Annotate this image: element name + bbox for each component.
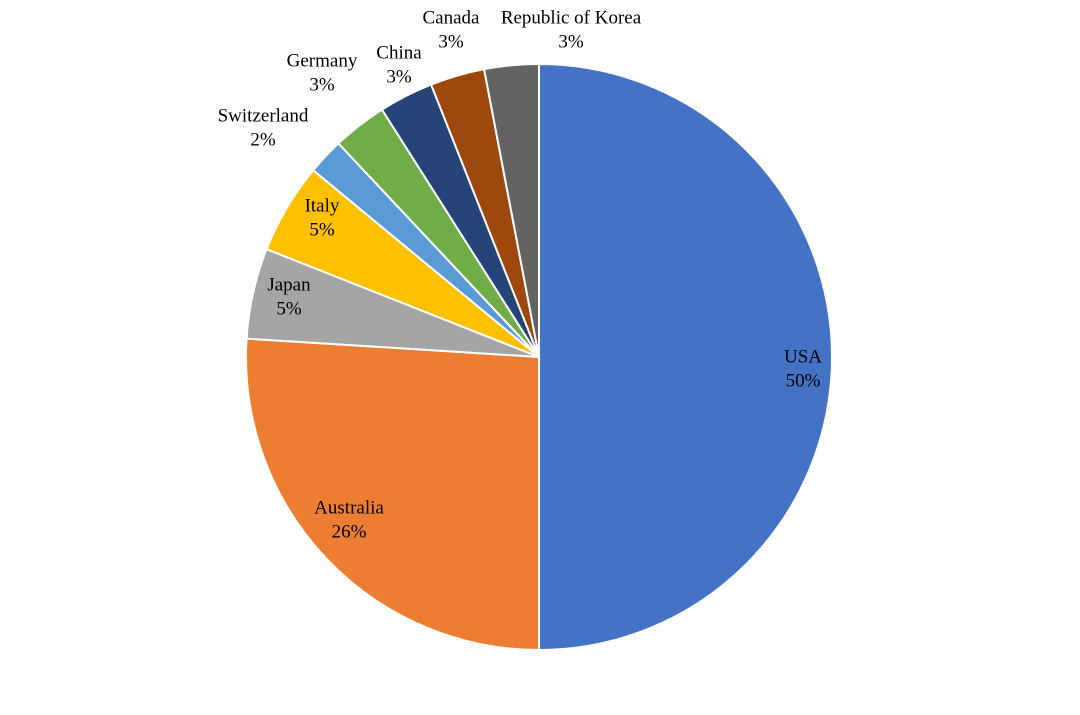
value-label: 3% [558, 31, 584, 52]
slice-label: Canada [423, 7, 481, 28]
value-label: 2% [250, 129, 276, 150]
value-label: 5% [276, 298, 302, 319]
value-label: 3% [309, 74, 335, 95]
value-label: 50% [786, 370, 821, 391]
slice-label: Japan [267, 274, 311, 295]
slice-label: Republic of Korea [501, 7, 642, 28]
pie-slice [538, 62, 833, 652]
value-label: 5% [309, 219, 335, 240]
value-label: 3% [438, 31, 464, 52]
pie-slice [245, 337, 540, 652]
value-label: 3% [386, 66, 412, 87]
value-label: 26% [332, 521, 367, 542]
slice-label: Germany [287, 50, 358, 71]
slice-label: USA [784, 346, 822, 367]
slice-label: China [376, 42, 422, 63]
slice-label: Switzerland [218, 105, 309, 126]
slice-label: Italy [305, 195, 340, 216]
slice-label: Australia [314, 497, 384, 518]
pie-slice [482, 62, 540, 358]
